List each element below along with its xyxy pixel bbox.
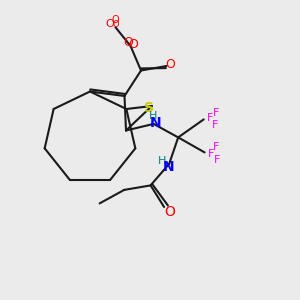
- Text: O: O: [112, 20, 119, 29]
- Text: F: F: [208, 149, 214, 159]
- Text: F: F: [213, 142, 219, 152]
- Text: O: O: [112, 15, 119, 25]
- Text: O: O: [128, 38, 138, 51]
- Text: O: O: [164, 205, 175, 218]
- Text: F: F: [212, 120, 218, 130]
- Text: F: F: [213, 108, 220, 118]
- Text: N: N: [163, 160, 174, 174]
- Text: O: O: [123, 36, 133, 50]
- Text: O: O: [165, 58, 175, 71]
- Text: O: O: [106, 19, 115, 29]
- Text: H: H: [149, 111, 157, 122]
- Text: N: N: [149, 116, 161, 130]
- Text: S: S: [145, 101, 154, 115]
- Text: F: F: [207, 113, 214, 123]
- Text: H: H: [158, 156, 166, 166]
- Text: F: F: [214, 155, 220, 165]
